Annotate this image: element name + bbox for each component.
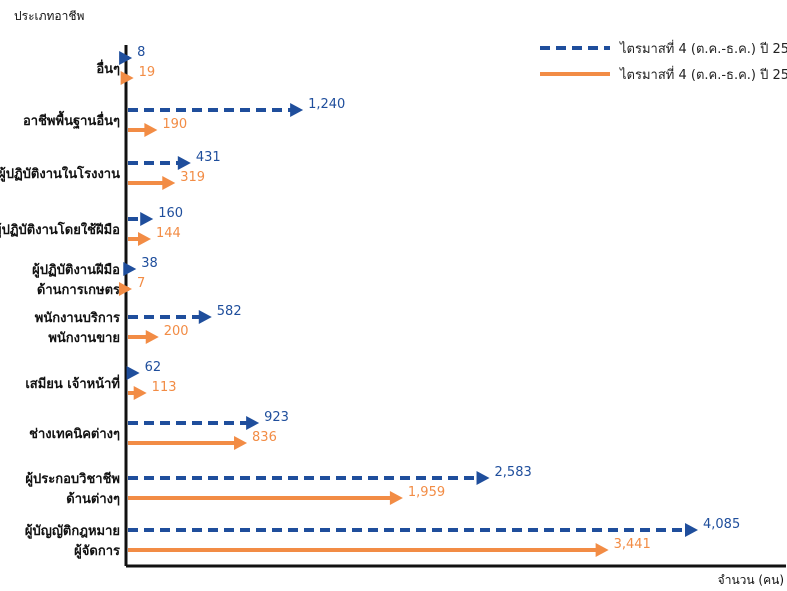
bar-arrowhead-s1-2: [162, 176, 176, 190]
legend: ไตรมาสที่ 4 (ต.ค.-ธ.ค.) ปี 2563 ไตรมาสที่…: [540, 40, 787, 83]
bar-arrowhead-s0-1: [290, 103, 304, 117]
bar-arrowhead-s1-3: [137, 232, 151, 246]
data-label-s0-2: 431: [196, 150, 221, 165]
bar-arrowhead-s0-0: [119, 51, 133, 65]
category-label-8-1: ด้านต่างๆ: [66, 491, 120, 507]
axes: ประเภทอาชีพ จำนวน (คน): [14, 9, 786, 587]
data-label-s0-7: 923: [264, 410, 289, 425]
category-label-8-0: ผู้ประกอบวิชาชีพ: [25, 471, 120, 487]
data-label-s0-5: 582: [217, 304, 242, 319]
data-label-s0-0: 8: [137, 45, 145, 60]
data-label-s0-3: 160: [158, 206, 183, 221]
data-label-s0-6: 62: [145, 360, 162, 375]
category-label-1-0: อาชีพพื้นฐานอื่นๆ: [23, 110, 120, 130]
legend-label-1: ไตรมาสที่ 4 (ต.ค.-ธ.ค.) ปี 2564: [619, 66, 787, 83]
bar-arrowhead-s1-5: [145, 330, 159, 344]
data-label-s1-5: 200: [164, 324, 189, 339]
bar-arrowhead-s0-3: [140, 212, 154, 226]
bars: 8 19 1,240 190 431 319 160 144 38 7 582 200 62 113 923…: [118, 45, 740, 557]
data-label-s0-1: 1,240: [308, 97, 345, 112]
bar-arrowhead-s1-9: [595, 543, 609, 557]
category-label-0-0: อื่นๆ: [96, 59, 120, 77]
data-label-s1-2: 319: [180, 170, 205, 185]
x-axis-title: จำนวน (คน): [718, 573, 784, 587]
bar-arrowhead-s0-5: [198, 310, 212, 324]
bar-arrowhead-s1-1: [144, 123, 158, 137]
data-label-s1-4: 7: [137, 276, 145, 291]
data-label-s1-6: 113: [152, 380, 177, 395]
category-labels: อื่นๆอาชีพพื้นฐานอื่นๆผู้ปฏิบัติงานในโรง…: [0, 59, 120, 559]
category-label-4-0: ผู้ปฏิบัติงานฝีมือ: [32, 262, 120, 278]
bar-arrowhead-s1-8: [389, 491, 403, 505]
bar-arrowhead-s1-4: [118, 282, 132, 296]
bar-arrowhead-s1-0: [120, 71, 134, 85]
data-label-s1-7: 836: [252, 430, 277, 445]
data-label-s1-1: 190: [162, 117, 187, 132]
bar-arrowhead-s0-8: [476, 471, 490, 485]
category-label-5-1: พนักงานขาย: [48, 331, 120, 346]
data-label-s0-8: 2,583: [495, 465, 532, 480]
data-label-s1-8: 1,959: [408, 485, 445, 500]
category-label-5-0: พนักงานบริการ: [35, 311, 120, 326]
category-label-2-0: ผู้ปฏิบัติงานในโรงงาน: [0, 165, 120, 182]
data-label-s1-0: 19: [139, 65, 156, 80]
data-label-s0-9: 4,085: [703, 517, 740, 532]
category-label-9-1: ผู้จัดการ: [74, 543, 120, 559]
category-label-4-1: ด้านการเกษตร: [37, 282, 120, 298]
category-label-9-0: ผู้บัญญัติกฎหมาย: [25, 523, 120, 539]
bar-arrowhead-s1-6: [133, 386, 147, 400]
bar-arrowhead-s0-2: [177, 156, 191, 170]
category-label-7-0: ช่างเทคนิคต่างๆ: [29, 427, 120, 442]
data-label-s1-9: 3,441: [614, 537, 651, 552]
legend-label-0: ไตรมาสที่ 4 (ต.ค.-ธ.ค.) ปี 2563: [619, 40, 787, 57]
bar-arrowhead-s1-7: [234, 436, 248, 450]
category-label-3-0: ผู้ปฏิบัติงานโดยใช้ฝีมือ: [0, 221, 120, 238]
bar-arrowhead-s0-4: [123, 262, 137, 276]
data-label-s1-3: 144: [156, 226, 181, 241]
bar-arrowhead-s0-6: [126, 366, 140, 380]
bar-arrowhead-s0-9: [685, 523, 698, 537]
bar-arrowhead-s0-7: [246, 416, 260, 430]
category-label-6-0: เสมียน เจ้าหน้าที่: [25, 374, 120, 392]
data-label-s0-4: 38: [141, 256, 158, 271]
y-axis-title: ประเภทอาชีพ: [14, 9, 85, 23]
